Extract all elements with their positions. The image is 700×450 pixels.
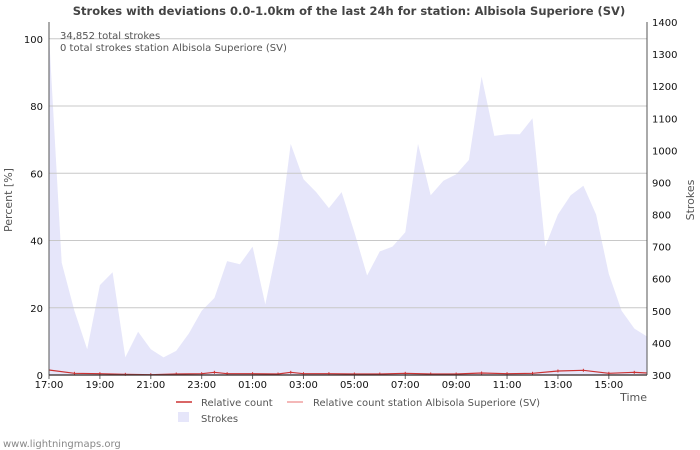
x-tick-label: 11:00 — [493, 380, 522, 391]
y-axis-right-label: Strokes — [684, 179, 697, 220]
strokes-area-layer — [49, 34, 647, 376]
y-left-tick-label: 100 — [24, 35, 43, 46]
x-tick-label: 09:00 — [442, 380, 471, 391]
tick-layer: 0 20 40 60 80 100 300 400 500 600 700 800 900 1000 110… — [24, 18, 678, 391]
x-tick-label: 05:00 — [340, 380, 369, 391]
y-right-tick-label: 700 — [652, 243, 671, 254]
annotation-total-strokes: 34,852 total strokes — [60, 31, 160, 42]
y-left-tick-label: 80 — [30, 102, 43, 113]
footer-credit: www.lightningmaps.org — [3, 439, 121, 450]
x-tick-label: 21:00 — [136, 380, 165, 391]
annotation-station-strokes: 0 total strokes station Albisola Superio… — [60, 43, 287, 54]
strokes-area — [49, 34, 647, 376]
y-right-tick-label: 300 — [652, 371, 671, 382]
x-tick-label: 15:00 — [594, 380, 623, 391]
legend-label-strokes: Strokes — [201, 414, 238, 425]
y-right-tick-label: 900 — [652, 178, 671, 189]
y-left-tick-label: 20 — [30, 304, 43, 315]
y-right-tick-label: 1100 — [652, 114, 677, 125]
x-axis-label: Time — [619, 391, 647, 404]
x-tick-label: 01:00 — [238, 380, 267, 391]
legend-swatch-strokes — [178, 412, 189, 422]
y-right-tick-label: 600 — [652, 275, 671, 286]
y-right-tick-label: 1000 — [652, 146, 677, 157]
y-right-tick-label: 1400 — [652, 18, 677, 29]
grid-layer — [49, 38, 647, 309]
chart-title: Strokes with deviations 0.0-1.0km of the… — [73, 4, 625, 18]
y-left-tick-label: 40 — [30, 237, 43, 248]
x-tick-label: 17:00 — [35, 380, 64, 391]
y-right-tick-label: 500 — [652, 307, 671, 318]
x-tick-label: 03:00 — [289, 380, 318, 391]
legend-label-relative-count: Relative count — [201, 398, 273, 409]
x-tick-label: 13:00 — [544, 380, 573, 391]
x-tick-label: 19:00 — [85, 380, 114, 391]
y-axis-left-label: Percent [%] — [2, 168, 15, 232]
y-right-tick-label: 1200 — [652, 82, 677, 93]
y-right-tick-label: 400 — [652, 339, 671, 350]
x-tick-label: 07:00 — [391, 380, 420, 391]
y-left-tick-label: 0 — [37, 371, 43, 382]
legend-label-relative-count-station: Relative count station Albisola Superior… — [313, 398, 540, 409]
y-left-tick-label: 60 — [30, 169, 43, 180]
y-right-tick-label: 1300 — [652, 50, 677, 61]
legend: Relative count Relative count station Al… — [176, 398, 540, 425]
x-tick-label: 23:00 — [187, 380, 216, 391]
y-right-tick-label: 800 — [652, 211, 671, 222]
